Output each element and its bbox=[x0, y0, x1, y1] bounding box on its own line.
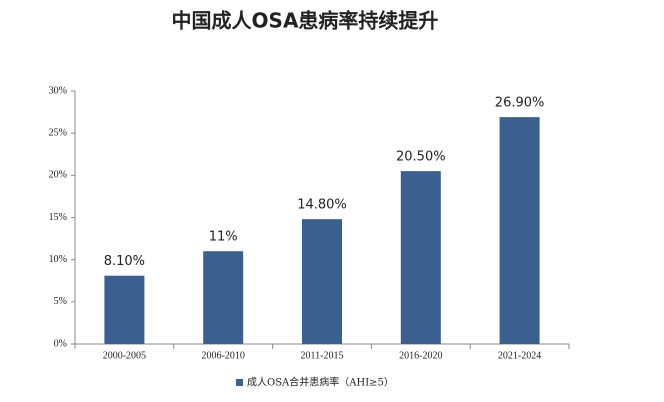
y-tick-label: 25% bbox=[49, 127, 67, 138]
y-tick-label: 15% bbox=[49, 212, 67, 223]
value-label: 14.80% bbox=[297, 198, 347, 213]
value-label: 26.90% bbox=[495, 96, 545, 111]
x-tick-label: 2016-2020 bbox=[399, 350, 442, 361]
value-label: 11% bbox=[209, 230, 238, 245]
bar bbox=[302, 219, 342, 344]
x-tick-label: 2011-2015 bbox=[301, 350, 344, 361]
legend-label: 成人OSA合并患病率（AHI≥5） bbox=[247, 376, 394, 389]
y-tick-label: 5% bbox=[54, 296, 67, 307]
chart-title: 中国成人OSA患病率持续提升 bbox=[172, 9, 439, 33]
value-label: 8.10% bbox=[104, 254, 145, 269]
bar bbox=[203, 251, 244, 344]
x-tick-label: 2021-2024 bbox=[498, 350, 541, 361]
y-tick-label: 10% bbox=[49, 254, 67, 265]
bar bbox=[104, 275, 145, 344]
y-tick-label: 0% bbox=[54, 338, 67, 349]
legend-swatch bbox=[236, 379, 243, 386]
bar bbox=[400, 171, 441, 344]
x-tick-label: 2006-2010 bbox=[202, 350, 245, 361]
value-label: 20.50% bbox=[396, 150, 446, 165]
y-tick-label: 30% bbox=[49, 85, 67, 96]
x-tick-label: 2000-2005 bbox=[103, 350, 146, 361]
bar bbox=[499, 117, 540, 344]
y-tick-label: 20% bbox=[49, 170, 67, 181]
